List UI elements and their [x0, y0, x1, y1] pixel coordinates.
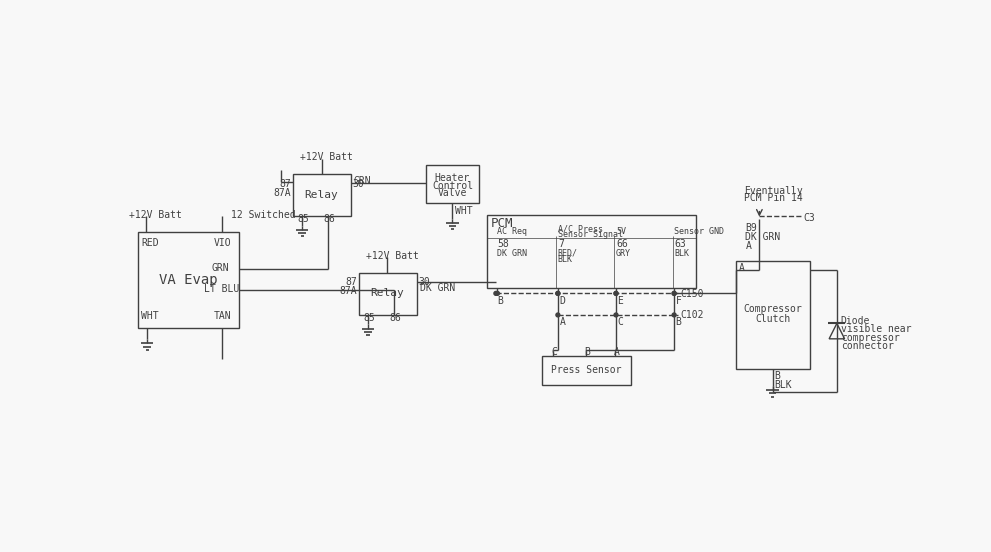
Text: 7: 7: [558, 240, 564, 250]
Text: BLK: BLK: [674, 249, 689, 258]
Text: 87A: 87A: [274, 188, 291, 198]
Text: VA Evap: VA Evap: [159, 273, 217, 286]
Text: C: C: [552, 347, 558, 357]
Circle shape: [672, 291, 676, 295]
Text: DK GRN: DK GRN: [497, 249, 527, 258]
Text: BLK: BLK: [558, 255, 573, 264]
Text: A/C Press: A/C Press: [558, 224, 603, 233]
Text: compressor: compressor: [840, 333, 900, 343]
Text: VIO: VIO: [214, 238, 232, 248]
Text: D: D: [560, 296, 565, 306]
Bar: [359, 273, 417, 315]
Text: +12V Batt: +12V Batt: [129, 210, 181, 220]
Text: PCM Pin 14: PCM Pin 14: [744, 193, 803, 203]
Text: GRY: GRY: [616, 249, 631, 258]
Text: B: B: [676, 317, 682, 327]
Text: C150: C150: [681, 289, 704, 299]
Text: LT BLU: LT BLU: [204, 284, 239, 294]
Bar: [138, 232, 239, 328]
Circle shape: [556, 313, 560, 317]
Text: +12V Batt: +12V Batt: [300, 152, 353, 162]
Text: 30: 30: [418, 277, 430, 287]
Text: Control: Control: [432, 181, 473, 190]
Text: 85: 85: [364, 312, 376, 322]
Text: E: E: [617, 296, 623, 306]
Text: Press Sensor: Press Sensor: [551, 365, 621, 375]
Text: C: C: [617, 317, 623, 327]
Bar: [542, 355, 630, 385]
Text: 87: 87: [279, 179, 291, 189]
Text: Compressor: Compressor: [743, 304, 802, 314]
Circle shape: [614, 313, 618, 317]
Text: Diode: Diode: [840, 316, 870, 326]
Text: Clutch: Clutch: [755, 314, 790, 324]
Text: AC Req: AC Req: [497, 227, 527, 236]
Bar: [426, 165, 479, 203]
Text: 63: 63: [674, 240, 686, 250]
Circle shape: [494, 291, 497, 295]
Text: 86: 86: [324, 214, 336, 224]
Text: WHT: WHT: [455, 205, 473, 216]
Text: Valve: Valve: [438, 188, 467, 198]
Text: A: A: [738, 263, 744, 273]
Text: PCM: PCM: [491, 217, 513, 230]
Text: B: B: [774, 371, 780, 381]
Bar: [736, 261, 810, 369]
Text: GRN: GRN: [211, 263, 229, 273]
Text: C3: C3: [804, 213, 816, 222]
Text: 86: 86: [389, 312, 401, 322]
Bar: [487, 215, 696, 288]
Text: B9: B9: [745, 222, 757, 232]
Text: DK GRN: DK GRN: [745, 232, 781, 242]
Text: Sensor Signal: Sensor Signal: [558, 230, 623, 239]
Text: Eventually: Eventually: [744, 185, 803, 195]
Text: 87A: 87A: [340, 286, 357, 296]
Text: 66: 66: [616, 240, 627, 250]
Circle shape: [496, 291, 499, 295]
Text: F: F: [676, 296, 682, 306]
Text: connector: connector: [840, 341, 894, 351]
Bar: [292, 174, 351, 216]
Text: Relay: Relay: [304, 190, 338, 200]
Circle shape: [672, 291, 676, 295]
Text: 30: 30: [353, 179, 365, 189]
Text: RED: RED: [141, 238, 159, 248]
Text: DK GRN: DK GRN: [420, 283, 455, 293]
Circle shape: [614, 291, 618, 295]
Text: A: A: [613, 347, 619, 357]
Text: Heater: Heater: [435, 173, 470, 183]
Circle shape: [614, 291, 618, 295]
Text: 12 Switched: 12 Switched: [231, 210, 295, 220]
Text: visible near: visible near: [840, 324, 912, 334]
Circle shape: [556, 291, 560, 295]
Text: 85: 85: [297, 214, 309, 224]
Text: Relay: Relay: [371, 288, 404, 299]
Text: RED/: RED/: [558, 249, 578, 258]
Text: +12V Batt: +12V Batt: [366, 251, 418, 261]
Text: 58: 58: [497, 240, 509, 250]
Text: WHT: WHT: [141, 311, 159, 321]
Text: B: B: [497, 296, 503, 306]
Text: 5V: 5V: [616, 227, 626, 236]
Text: Sensor GND: Sensor GND: [674, 227, 724, 236]
Circle shape: [556, 291, 560, 295]
Circle shape: [672, 313, 676, 317]
Text: BLK: BLK: [774, 380, 792, 390]
Text: A: A: [560, 317, 565, 327]
Text: GRN: GRN: [353, 176, 371, 185]
Text: B: B: [585, 347, 590, 357]
Text: 87: 87: [346, 277, 357, 287]
Text: C102: C102: [681, 310, 704, 320]
Text: A: A: [745, 241, 751, 251]
Text: TAN: TAN: [214, 311, 232, 321]
